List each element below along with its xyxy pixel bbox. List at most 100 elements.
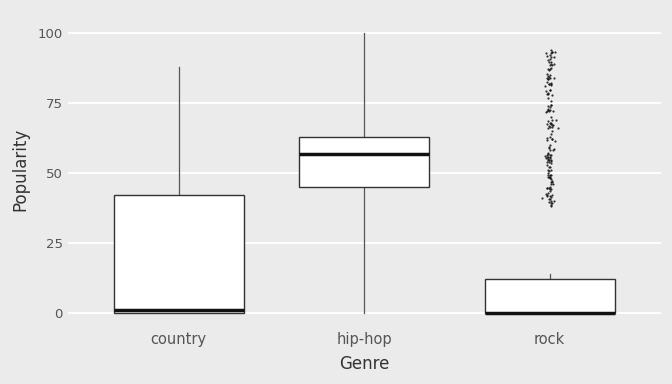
Point [541, 50, 552, 56]
Point [546, 114, 556, 120]
Point [541, 184, 552, 190]
Point [546, 136, 557, 142]
Point [543, 174, 554, 180]
Point [546, 186, 556, 192]
Point [543, 125, 554, 131]
Point [542, 157, 553, 163]
Point [549, 49, 560, 55]
Point [544, 196, 555, 202]
Point [546, 120, 556, 126]
Point [544, 71, 555, 78]
Point [546, 179, 556, 185]
Point [548, 147, 558, 153]
Point [546, 98, 556, 104]
Point [543, 164, 554, 170]
Point [542, 192, 552, 198]
Point [545, 75, 556, 81]
Point [544, 199, 554, 205]
Point [547, 122, 558, 128]
Point [546, 128, 557, 134]
Point [543, 157, 554, 164]
Point [543, 150, 554, 156]
Point [544, 145, 554, 151]
Point [546, 54, 557, 60]
Point [545, 158, 556, 164]
Point [542, 193, 552, 199]
Point [545, 157, 556, 163]
Point [545, 186, 556, 192]
Point [547, 179, 558, 185]
Point [548, 181, 558, 187]
Point [542, 154, 553, 160]
X-axis label: Genre: Genre [339, 355, 389, 373]
Point [541, 88, 552, 94]
Point [547, 178, 558, 184]
Point [546, 102, 556, 108]
Point [544, 61, 555, 68]
Point [546, 161, 557, 167]
Point [542, 66, 553, 72]
Point [543, 170, 554, 176]
Point [544, 66, 555, 73]
Point [540, 153, 550, 159]
Point [542, 135, 552, 141]
Point [544, 87, 555, 93]
Point [546, 81, 556, 87]
Point [545, 203, 556, 209]
Bar [485, 279, 614, 313]
Point [544, 154, 555, 160]
Point [544, 175, 555, 181]
Point [542, 90, 553, 96]
Point [542, 159, 553, 166]
Point [544, 81, 554, 87]
Point [542, 152, 552, 158]
Point [548, 198, 559, 204]
Point [543, 156, 554, 162]
Point [542, 162, 552, 169]
Point [542, 106, 553, 112]
Point [550, 117, 561, 123]
Point [542, 108, 552, 114]
Point [546, 83, 556, 89]
Point [542, 79, 552, 85]
Point [542, 91, 553, 97]
Point [544, 144, 554, 150]
Point [544, 164, 555, 170]
Point [547, 62, 558, 68]
Point [543, 81, 554, 87]
Point [542, 121, 552, 127]
Point [544, 194, 555, 200]
Point [548, 53, 559, 60]
Point [544, 120, 555, 126]
Point [545, 107, 556, 113]
Point [544, 56, 555, 62]
Point [544, 108, 554, 114]
Point [545, 104, 556, 111]
Point [546, 131, 557, 137]
Point [537, 195, 548, 202]
Point [545, 155, 556, 161]
Point [542, 75, 552, 81]
Point [543, 103, 554, 109]
Point [543, 167, 554, 174]
Point [547, 136, 558, 142]
Point [545, 188, 556, 194]
Point [544, 168, 554, 174]
Point [543, 118, 554, 124]
Point [546, 172, 556, 178]
Point [542, 53, 552, 59]
Point [545, 80, 556, 86]
Point [546, 194, 557, 200]
Point [545, 196, 556, 202]
Point [542, 154, 553, 160]
Point [545, 134, 556, 140]
Point [546, 61, 556, 67]
Point [542, 76, 553, 82]
Point [543, 94, 554, 101]
Point [541, 109, 552, 115]
Point [542, 71, 553, 77]
Point [546, 198, 556, 204]
Point [546, 50, 556, 56]
Point [544, 74, 555, 80]
Point [545, 152, 556, 158]
